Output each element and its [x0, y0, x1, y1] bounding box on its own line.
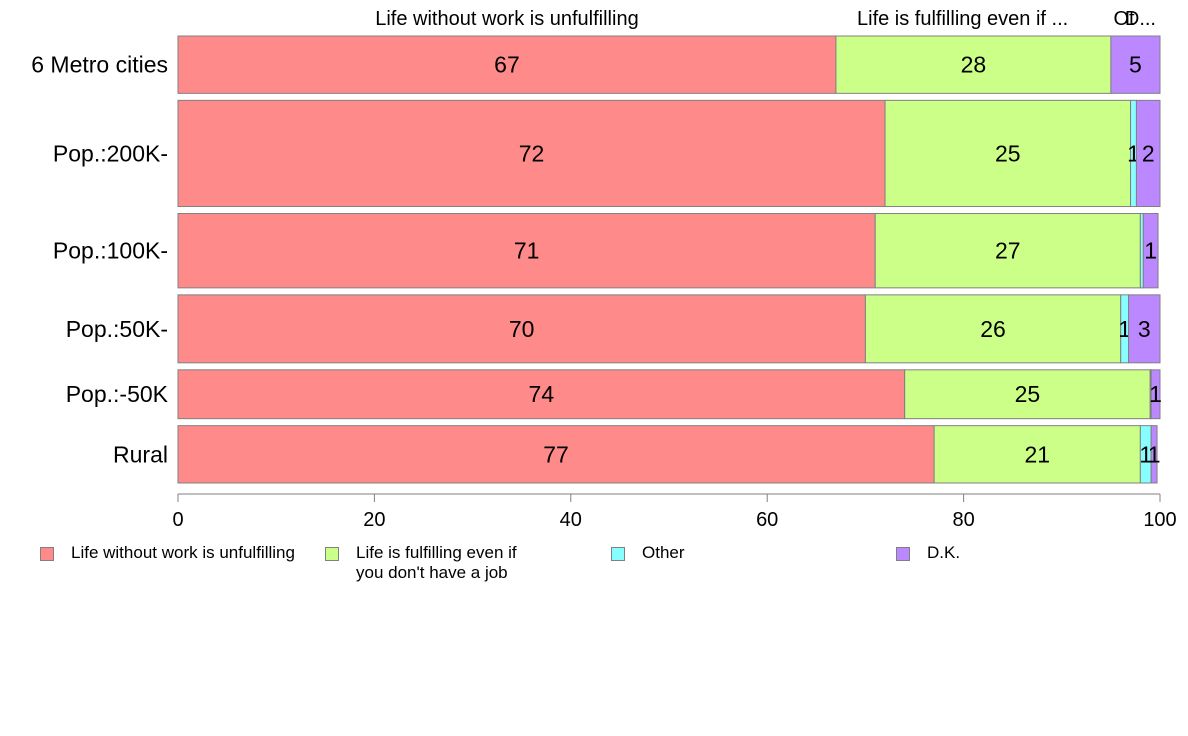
bar-pop-50k-life-is-fulfilling-even-if-you-don-t-have-a-job — [864, 294, 1122, 364]
bar-rural-life-without-work-is-unfulfilling — [177, 425, 935, 484]
data-label-pop-50k-d-k: 1 — [1149, 381, 1162, 407]
data-label-pop-50k-life-without-work-is-unfulfilling: 74 — [529, 381, 555, 407]
bar-6-metro-cities-d-k — [1110, 35, 1161, 94]
legend-item-dk: D.K. — [896, 543, 960, 563]
legend-label-unfulfilling: Life without work is unfulfilling — [71, 543, 295, 562]
data-label-pop-50k-life-is-fulfilling-even-if-you-don-t-have-a-job: 26 — [980, 316, 1006, 342]
data-label-pop-100k-d-k: 1 — [1144, 238, 1157, 264]
data-label-pop-50k-life-is-fulfilling-even-if-you-don-t-have-a-job: 25 — [1015, 381, 1041, 407]
data-label-6-metro-cities-d-k: 5 — [1129, 52, 1142, 78]
legend-label-fulfilling-line2: you don't have a job — [356, 563, 508, 582]
bar-pop-50k-life-is-fulfilling-even-if-you-don-t-have-a-job — [904, 369, 1151, 420]
legend-swatch-unfulfilling — [40, 547, 54, 561]
data-label-rural-other: 1 — [1139, 441, 1152, 467]
bar-pop-100k-d-k — [1142, 213, 1159, 289]
category-label-pop-50k: Pop.:50K- — [66, 316, 168, 342]
category-label-pop-200k: Pop.:200K- — [53, 140, 168, 166]
bar-pop-200k-life-without-work-is-unfulfilling — [177, 99, 886, 208]
x-tick-label-20: 20 — [363, 509, 385, 531]
legend-swatch-fulfilling — [325, 547, 339, 561]
category-label-pop-100k: Pop.:100K- — [53, 238, 168, 264]
legend-item-unfulfilling: Life without work is unfulfilling — [40, 543, 295, 563]
stacked-bar-chart: 67 28 5 6 Metro cities 72 25 1 2 Pop.:200K- 71 27 1… — [31, 8, 1176, 531]
bar-pop-100k-life-without-work-is-unfulfilling — [177, 213, 876, 289]
x-tick-label-60: 60 — [756, 509, 778, 531]
top-label-2: Ot — [1113, 8, 1135, 30]
data-label-rural-life-without-work-is-unfulfilling: 77 — [543, 441, 569, 467]
data-label-pop-100k-life-without-work-is-unfulfilling: 71 — [514, 238, 540, 264]
bar-pop-50k-d-k — [1150, 369, 1161, 420]
data-label-pop-200k-d-k: 2 — [1142, 140, 1155, 166]
data-label-6-metro-cities-life-is-fulfilling-even-if-you-don-t-have-a-job: 28 — [961, 52, 987, 78]
data-label-pop-100k-life-is-fulfilling-even-if-you-don-t-have-a-job: 27 — [995, 238, 1021, 264]
x-tick-label-40: 40 — [560, 509, 582, 531]
legend-item-other: Other — [611, 543, 685, 563]
legend: Life without work is unfulfilling Life i… — [0, 543, 1188, 603]
category-label-pop-50k: Pop.:-50K — [66, 381, 169, 407]
top-label-1: Life is fulfilling even if ... — [857, 8, 1068, 30]
bar-pop-200k-d-k — [1135, 99, 1161, 208]
data-label-6-metro-cities-life-without-work-is-unfulfilling: 67 — [494, 52, 520, 78]
legend-item-fulfilling: Life is fulfilling even if you don't hav… — [325, 543, 517, 583]
data-label-pop-50k-d-k: 3 — [1138, 316, 1151, 342]
data-label-pop-50k-life-without-work-is-unfulfilling: 70 — [509, 316, 535, 342]
data-label-rural-d-k: 1 — [1148, 441, 1161, 467]
bar-pop-50k-life-without-work-is-unfulfilling — [177, 369, 906, 420]
bar-pop-200k-life-is-fulfilling-even-if-you-don-t-have-a-job — [884, 99, 1132, 208]
x-tick-label-80: 80 — [952, 509, 974, 531]
legend-label-dk: D.K. — [927, 543, 961, 562]
legend-label-fulfilling: Life is fulfilling even if you don't hav… — [356, 543, 517, 583]
bar-rural-life-is-fulfilling-even-if-you-don-t-have-a-job — [933, 425, 1141, 484]
bar-6-metro-cities-life-without-work-is-unfulfilling — [177, 35, 837, 94]
category-label-rural: Rural — [113, 441, 168, 467]
data-label-pop-200k-life-is-fulfilling-even-if-you-don-t-have-a-job: 25 — [995, 140, 1021, 166]
legend-swatch-dk — [896, 547, 910, 561]
legend-label-other: Other — [642, 543, 685, 562]
bar-pop-50k-d-k — [1128, 294, 1161, 364]
data-label-pop-50k-other: 1 — [1118, 316, 1131, 342]
top-label-3: D... — [1125, 8, 1156, 30]
x-tick-label-100: 100 — [1143, 509, 1176, 531]
legend-swatch-other — [611, 547, 625, 561]
bar-rural-d-k — [1150, 425, 1158, 484]
legend-label-fulfilling-line1: Life is fulfilling even if — [356, 543, 517, 562]
x-tick-label-0: 0 — [172, 509, 183, 531]
bar-pop-100k-life-is-fulfilling-even-if-you-don-t-have-a-job — [874, 213, 1141, 289]
bar-6-metro-cities-life-is-fulfilling-even-if-you-don-t-have-a-job — [835, 35, 1112, 94]
data-label-pop-200k-life-without-work-is-unfulfilling: 72 — [519, 140, 545, 166]
data-label-rural-life-is-fulfilling-even-if-you-don-t-have-a-job: 21 — [1024, 441, 1050, 467]
top-label-0: Life without work is unfulfilling — [375, 8, 638, 30]
category-label-6-metro-cities: 6 Metro cities — [31, 52, 168, 78]
